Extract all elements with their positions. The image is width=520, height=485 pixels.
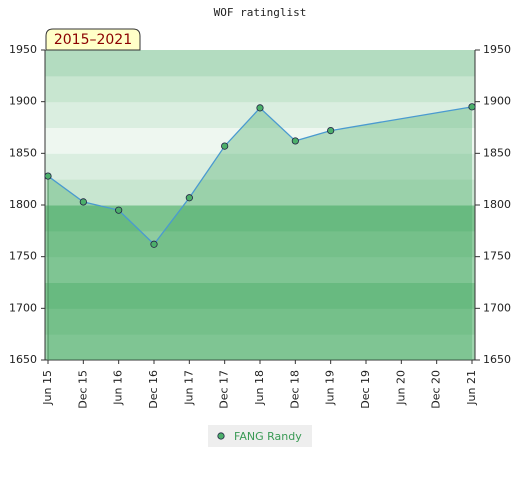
band [45, 334, 475, 361]
y-tick-label: 1650 [9, 353, 37, 366]
point [221, 142, 229, 150]
band [45, 50, 475, 77]
band [45, 308, 475, 335]
band [45, 179, 475, 206]
x-tick-label: Jun 15 [41, 370, 54, 406]
x-tick-label: Dec 20 [430, 370, 443, 409]
x-tick-label: Dec 19 [359, 370, 372, 409]
y-tick-label: 1750 [9, 250, 37, 263]
point [44, 172, 52, 180]
point [150, 240, 158, 248]
x-tick-label: Jun 20 [394, 370, 407, 406]
y-tick-label: 1800 [9, 198, 37, 211]
point [185, 194, 193, 202]
legend-label: FANG Randy [234, 430, 302, 443]
band [45, 153, 475, 180]
legend-box [208, 425, 312, 447]
y2-tick-label: 1750 [483, 250, 511, 263]
x-tick-label: Jun 18 [253, 370, 266, 406]
y2-tick-label: 1700 [483, 301, 511, 314]
chart-title: WOF ratinglist [214, 6, 307, 19]
x-tick-label: Jun 17 [182, 370, 195, 406]
x-tick-label: Dec 16 [147, 370, 160, 409]
x-tick-label: Dec 17 [218, 370, 231, 409]
period-label: 2015–2021 [54, 32, 132, 48]
band [45, 75, 475, 103]
y2-tick-label: 1850 [483, 146, 511, 159]
y2-tick-label: 1650 [483, 353, 511, 366]
y-tick-label: 1950 [9, 43, 37, 56]
point [115, 206, 123, 214]
point [291, 137, 299, 145]
point [468, 103, 476, 111]
x-tick-label: Jun 21 [465, 370, 478, 406]
point [79, 198, 87, 206]
y-tick-label: 1850 [9, 146, 37, 159]
point [256, 104, 264, 112]
band [45, 282, 475, 309]
y-tick-label: 1700 [9, 301, 37, 314]
legend-marker [217, 432, 225, 440]
band [45, 256, 475, 283]
band [45, 127, 475, 154]
y2-tick-label: 1900 [483, 95, 511, 108]
background [45, 50, 475, 361]
band [45, 230, 475, 258]
point [327, 127, 335, 135]
area [48, 106, 472, 360]
line [47, 106, 473, 246]
x-tick-label: Jun 19 [324, 370, 337, 406]
y2-tick-label: 1950 [483, 43, 511, 56]
x-tick-label: Dec 15 [76, 370, 89, 409]
period-box [45, 28, 141, 51]
x-tick-label: Dec 18 [288, 370, 301, 409]
y-tick-label: 1900 [9, 95, 37, 108]
x-tick-label: Jun 16 [112, 370, 125, 406]
y2-tick-label: 1800 [483, 198, 511, 211]
